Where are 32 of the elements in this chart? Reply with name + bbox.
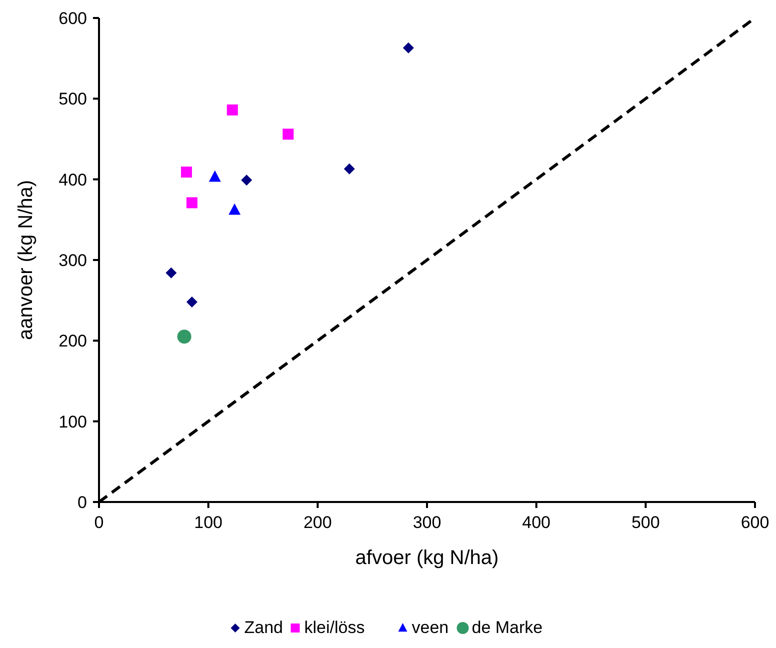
- x-tick-label: 100: [194, 513, 223, 532]
- y-tick-label: 300: [58, 251, 87, 270]
- point: [228, 203, 241, 215]
- point: [402, 42, 414, 54]
- y-axis-title: aanvoer (kg N/ha): [15, 180, 37, 340]
- x-tick-label: 0: [94, 513, 104, 532]
- point: [241, 174, 252, 186]
- legend-label: veen: [412, 618, 449, 637]
- legend-label: Zand: [244, 618, 283, 637]
- point: [186, 296, 198, 308]
- point: [226, 104, 238, 116]
- y-tick-label: 500: [58, 90, 87, 109]
- point: [208, 170, 221, 182]
- legend-label: klei/löss: [304, 618, 365, 637]
- y-tick-label: 600: [58, 9, 87, 28]
- point: [180, 166, 192, 178]
- y-tick-label: 400: [58, 170, 87, 190]
- x-axis-title: afvoer (kg N/ha): [355, 547, 499, 569]
- x-tick-label: 300: [412, 513, 442, 532]
- point: [282, 128, 294, 140]
- x-tick-label: 500: [631, 513, 660, 532]
- x-tick-label: 600: [740, 513, 770, 532]
- point: [177, 330, 192, 344]
- y-tick-label: 0: [78, 493, 87, 512]
- point: [166, 267, 177, 278]
- y-tick-label: 100: [58, 412, 87, 432]
- x-tick-label: 400: [522, 513, 551, 532]
- x-tick-label: 200: [303, 513, 332, 532]
- point: [186, 197, 198, 208]
- point: [344, 163, 355, 174]
- y-tick-label: 200: [58, 332, 87, 351]
- legend-label: de Marke: [472, 618, 543, 637]
